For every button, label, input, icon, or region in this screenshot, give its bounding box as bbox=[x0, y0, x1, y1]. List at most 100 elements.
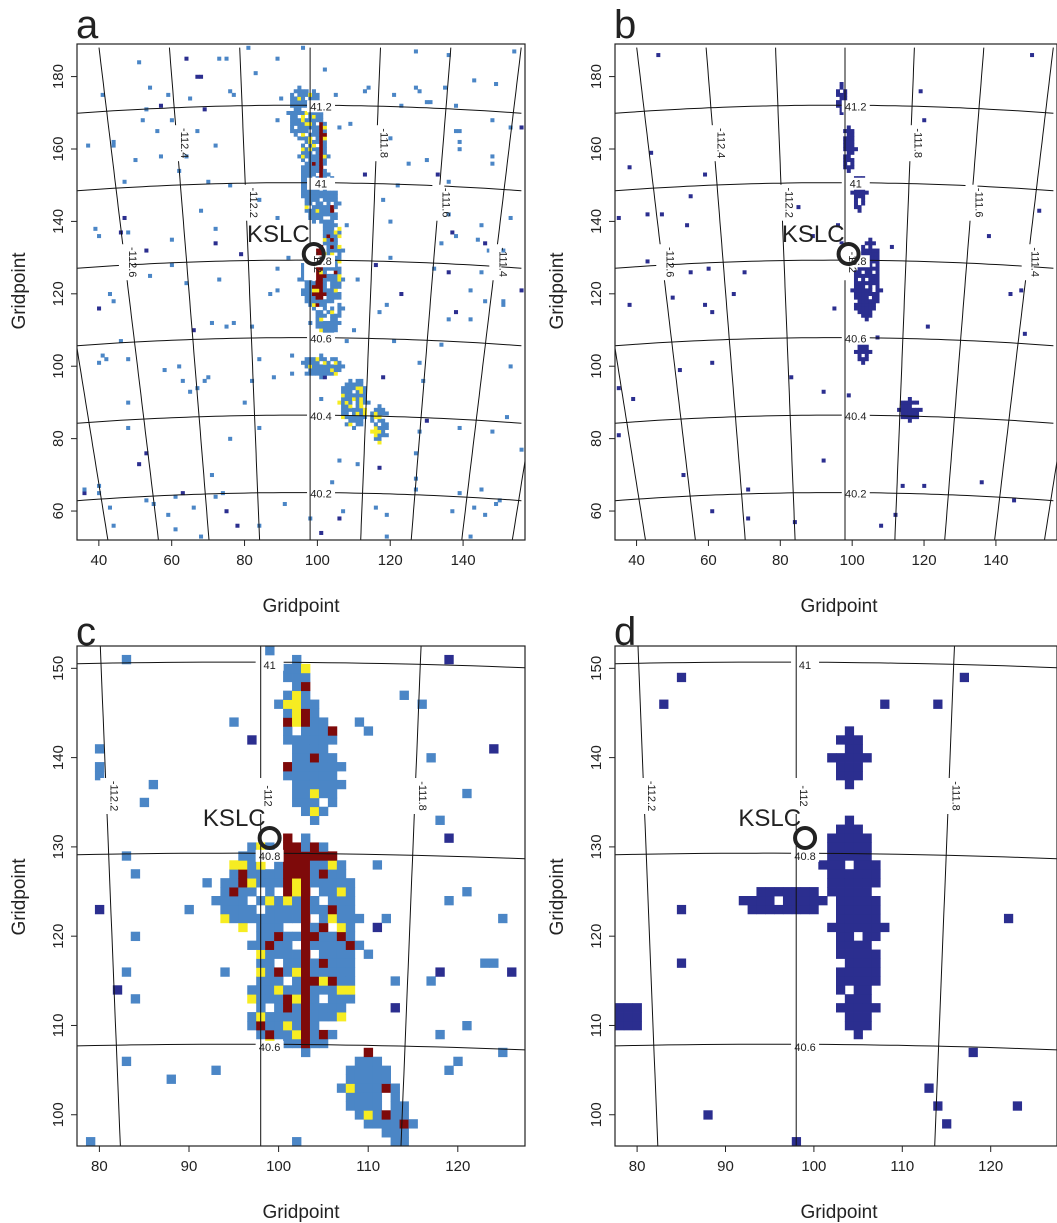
longitude-label: -112.2 bbox=[783, 188, 795, 218]
grid-cell-dark-blue bbox=[792, 520, 797, 525]
grid-cell-light-blue bbox=[333, 197, 338, 202]
grid-cell-dark-blue bbox=[844, 779, 855, 790]
latitude-line bbox=[615, 414, 1054, 424]
grid-cell-light-blue bbox=[370, 415, 375, 420]
grid-cell-dark-blue bbox=[853, 288, 858, 293]
grid-cell-light-blue bbox=[354, 1101, 365, 1111]
grid-cell-light-blue bbox=[257, 357, 262, 362]
longitude-label-bg bbox=[563, 778, 575, 814]
latitude-label: 41.4 bbox=[845, 24, 866, 36]
latitude-label-bg bbox=[841, 410, 870, 423]
grid-cell-light-blue bbox=[238, 896, 248, 906]
grid-cell-dark-blue bbox=[871, 273, 876, 278]
grid-cell-light-blue bbox=[292, 771, 302, 781]
grid-cell-light-blue bbox=[408, 1119, 418, 1129]
grid-cell-yellow bbox=[345, 985, 356, 995]
grid-cell-dark-blue bbox=[846, 158, 851, 163]
grid-cell-light-blue bbox=[286, 110, 291, 115]
grid-cell-light-blue bbox=[384, 512, 389, 517]
grid-cell-dark-blue bbox=[862, 985, 872, 995]
grid-cell-light-blue bbox=[381, 429, 386, 434]
grid-cell-dark-blue bbox=[861, 284, 866, 289]
grid-cell-dark-blue bbox=[862, 878, 872, 888]
grid-cell-light-blue bbox=[377, 411, 382, 416]
grid-cell-light-blue bbox=[309, 735, 320, 745]
grid-cell-dark-blue bbox=[827, 842, 837, 852]
grid-cell-dark-red bbox=[283, 1003, 293, 1013]
grid-cell-dark-blue bbox=[861, 197, 866, 202]
grid-cell-light-blue bbox=[453, 103, 459, 108]
grid-cell-light-blue bbox=[333, 284, 338, 289]
grid-cell-yellow bbox=[292, 887, 302, 897]
grid-cell-light-blue bbox=[508, 364, 513, 369]
grid-cell-dark-blue bbox=[844, 1012, 855, 1022]
grid-cell-light-blue bbox=[199, 534, 204, 539]
y-tick-label: 180 bbox=[50, 64, 67, 89]
grid-cell-dark-red bbox=[330, 208, 335, 213]
grid-cell-light-blue bbox=[351, 407, 357, 412]
grid-cell-light-blue bbox=[315, 129, 320, 134]
grid-cell-light-blue bbox=[326, 237, 331, 242]
grid-cell-light-blue bbox=[297, 118, 302, 123]
longitude-label-bg bbox=[637, 778, 650, 814]
grid-cell-light-blue bbox=[97, 360, 102, 365]
grid-cell-dark-blue bbox=[844, 735, 855, 745]
grid-cell-light-blue bbox=[292, 744, 302, 754]
grid-cell-dark-blue bbox=[839, 107, 844, 112]
grid-cell-light-blue bbox=[337, 266, 342, 271]
grid-cell-dark-blue bbox=[857, 284, 862, 289]
x-tick-label: 90 bbox=[717, 1158, 734, 1175]
grid-cell-light-blue bbox=[318, 744, 329, 754]
grid-cell-light-blue bbox=[359, 422, 364, 427]
grid-cell-light-blue bbox=[228, 89, 233, 94]
grid-cell-light-blue bbox=[318, 726, 329, 736]
grid-cell-dark-blue bbox=[857, 281, 862, 286]
grid-cell-light-blue bbox=[309, 922, 320, 933]
grid-cell-light-blue bbox=[301, 672, 311, 683]
grid-cell-light-blue bbox=[304, 161, 309, 166]
grid-cell-dark-blue bbox=[868, 255, 873, 260]
grid-cell-light-blue bbox=[319, 208, 324, 213]
grid-cell-light-blue bbox=[327, 967, 338, 977]
grid-cell-light-blue bbox=[322, 284, 327, 289]
grid-cell-dark-blue bbox=[839, 103, 844, 108]
grid-cell-light-blue bbox=[293, 89, 298, 94]
grid-cell-light-blue bbox=[319, 299, 324, 304]
grid-cell-yellow bbox=[301, 663, 311, 674]
grid-cell-light-blue bbox=[326, 172, 331, 177]
grid-cell-light-blue bbox=[336, 949, 347, 959]
grid-cell-light-blue bbox=[238, 904, 248, 915]
grid-cell-dark-blue bbox=[862, 904, 872, 915]
grid-cell-dark-blue bbox=[836, 762, 846, 772]
grid-cell-light-blue bbox=[512, 49, 517, 54]
grid-cell-light-blue bbox=[355, 378, 360, 383]
grid-cell-dark-red bbox=[274, 967, 284, 977]
grid-cell-light-blue bbox=[265, 913, 275, 924]
grid-cell-light-blue bbox=[322, 306, 327, 311]
longitude-label: -112.6 bbox=[126, 247, 138, 277]
grid-cell-dark-blue bbox=[710, 509, 715, 514]
grid-cell-light-blue bbox=[318, 842, 329, 852]
longitude-label: -111.8 bbox=[416, 781, 428, 811]
grid-cell-dark-blue bbox=[180, 491, 185, 496]
grid-cell-dark-red bbox=[315, 277, 320, 282]
grid-cell-dark-red bbox=[322, 292, 327, 297]
panel-a-clipped: 41.441.24140.840.640.440.24039.8-113-112… bbox=[77, 45, 525, 540]
grid-cell-yellow bbox=[315, 288, 320, 293]
grid-cell-light-blue bbox=[336, 779, 347, 790]
grid-cell-light-blue bbox=[247, 860, 257, 870]
latitude-label-bg bbox=[307, 410, 336, 423]
grid-cell-light-blue bbox=[439, 342, 444, 347]
grid-cell-light-blue bbox=[304, 92, 309, 97]
grid-cell-light-blue bbox=[322, 230, 327, 235]
grid-cell-light-blue bbox=[333, 255, 338, 260]
grid-cell-light-blue bbox=[315, 320, 320, 325]
grid-cell-dark-blue bbox=[871, 904, 881, 915]
grid-cell-light-blue bbox=[311, 96, 316, 101]
grid-cell-light-blue bbox=[229, 913, 239, 924]
grid-cell-dark-blue bbox=[907, 404, 912, 409]
grid-cell-dark-blue bbox=[861, 194, 866, 199]
grid-cell-light-blue bbox=[341, 306, 346, 311]
grid-cell-light-blue bbox=[366, 85, 371, 90]
grid-cell-dark-blue bbox=[918, 89, 923, 94]
